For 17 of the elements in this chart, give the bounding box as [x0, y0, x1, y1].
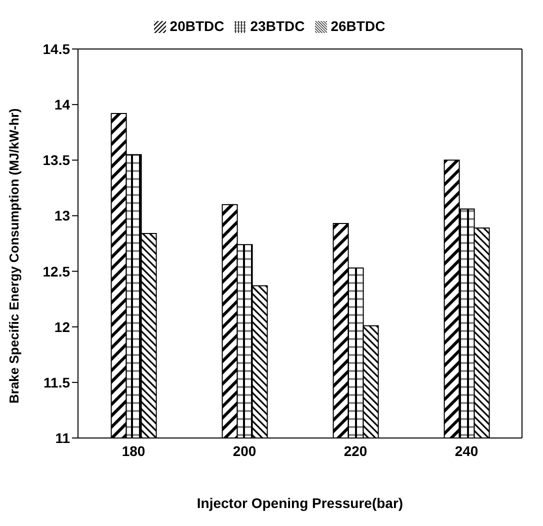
y-tick-label: 13 [54, 208, 70, 224]
x-axis-title: Injector Opening Pressure(bar) [196, 495, 404, 511]
x-tick-label: 200 [232, 442, 256, 459]
y-tick-label: 11 [55, 430, 70, 446]
y-tick-label: 14 [54, 96, 70, 113]
legend-label: 20BTDC [170, 18, 224, 34]
y-tick-label: 11.5 [44, 374, 70, 390]
x-tick-label: 220 [344, 442, 368, 459]
y-tick-label: 13.5 [42, 152, 70, 168]
y-tick-label: 14.5 [42, 40, 70, 57]
legend-label: 23BTDC [250, 18, 305, 34]
y-tick-label: 12.5 [42, 263, 70, 280]
y-axis-title: Brake Specific Energy Consumption (MJ/kW-hr) [6, 108, 22, 404]
x-tick-label: 240 [454, 442, 478, 459]
x-tick-label: 180 [122, 442, 146, 459]
legend-label: 26BTDC [330, 18, 386, 34]
y-tick-label: 12 [54, 318, 70, 335]
